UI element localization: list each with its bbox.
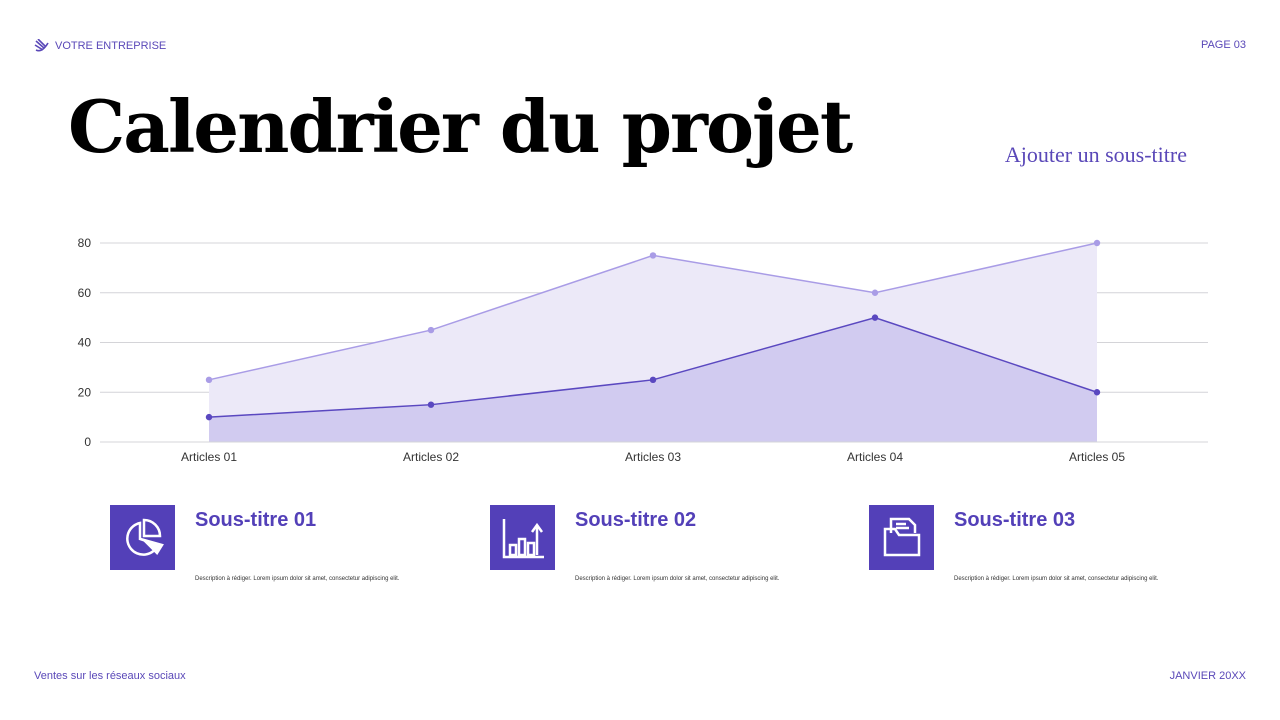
y-tick-label: 0 <box>84 435 91 449</box>
brand-name: VOTRE ENTREPRISE <box>55 40 167 52</box>
x-tick-label: Articles 04 <box>847 450 903 464</box>
bar-chart-growth-icon <box>490 505 555 570</box>
series-2-point <box>871 314 879 321</box>
series-1-point <box>649 252 657 259</box>
series-1-point <box>427 326 435 334</box>
card-description: Description à rédiger. Lorem ipsum dolor… <box>575 576 780 582</box>
y-tick-label: 80 <box>78 236 92 250</box>
x-tick-label: Articles 01 <box>181 450 237 464</box>
y-tick-label: 20 <box>78 385 92 399</box>
brand: VOTRE ENTREPRISE <box>34 39 166 53</box>
series-1-point <box>205 376 213 384</box>
x-tick-label: Articles 03 <box>625 450 681 464</box>
series-1-point <box>1093 239 1101 247</box>
folder-document-icon <box>869 505 934 570</box>
series-2-point <box>649 376 657 384</box>
footer-left: Ventes sur les réseaux sociaux <box>34 670 186 682</box>
series-2-point <box>427 401 435 408</box>
subtitle: Ajouter un sous-titre <box>1004 142 1187 167</box>
card-description: Description à rédiger. Lorem ipsum dolor… <box>954 576 1159 582</box>
card-2: Sous-titre 02 Description à rédiger. Lor… <box>490 505 830 595</box>
area-chart: 0 20 40 60 80 Articles 01 Articles 02 Articles … <box>78 236 1208 464</box>
card-description: Description à rédiger. Lorem ipsum dolor… <box>195 576 400 582</box>
card-title: Sous-titre 03 <box>954 509 1076 531</box>
page-title: Calendrier du projet <box>68 84 853 169</box>
series-1-point <box>871 289 879 296</box>
series-2-point <box>1093 389 1101 396</box>
series-2-point <box>205 413 213 421</box>
card-title: Sous-titre 01 <box>195 509 317 531</box>
footer-date: JANVIER 20XX <box>1169 670 1246 682</box>
leaf-logo-icon <box>34 39 49 52</box>
y-tick-label: 40 <box>78 336 92 350</box>
card-3: Sous-titre 03 Description à rédiger. Lor… <box>869 505 1209 595</box>
card-1: Sous-titre 01 Description à rédiger. Lor… <box>110 505 450 595</box>
card-title: Sous-titre 02 <box>575 509 697 531</box>
pie-chart-icon <box>110 505 175 570</box>
x-tick-label: Articles 05 <box>1069 450 1125 464</box>
y-tick-label: 60 <box>78 286 92 300</box>
x-tick-label: Articles 02 <box>403 450 459 464</box>
page-number: PAGE 03 <box>1200 39 1246 51</box>
